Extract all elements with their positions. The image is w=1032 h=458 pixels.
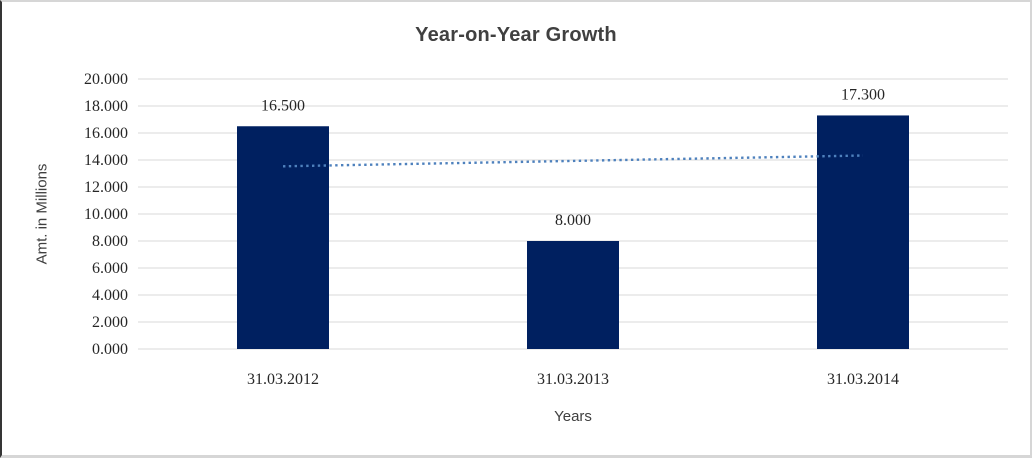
y-tick-label: 18.000 [84, 98, 128, 115]
bar-data-label: 17.300 [841, 86, 885, 103]
bar-data-label: 16.500 [261, 97, 305, 114]
bar [817, 115, 909, 349]
y-tick-label: 12.000 [84, 179, 128, 196]
x-category-label: 31.03.2014 [827, 371, 899, 388]
x-category-label: 31.03.2013 [537, 371, 609, 388]
x-axis-title: Years [554, 408, 592, 425]
y-tick-label: 16.000 [84, 125, 128, 142]
x-category-label: 31.03.2012 [247, 371, 319, 388]
bar [237, 126, 329, 349]
y-tick-label: 14.000 [84, 152, 128, 169]
trendline [282, 154, 864, 168]
y-tick-label: 2.000 [92, 314, 128, 331]
bar-data-label: 8.000 [555, 212, 591, 229]
y-tick-label: 6.000 [92, 260, 128, 277]
y-tick-label: 10.000 [84, 206, 128, 223]
y-tick-label: 4.000 [92, 287, 128, 304]
bar [527, 241, 619, 349]
y-tick-label: 0.000 [92, 341, 128, 358]
y-tick-label: 20.000 [84, 71, 128, 88]
chart-title: Year-on-Year Growth [415, 24, 617, 46]
y-tick-label: 8.000 [92, 233, 128, 250]
